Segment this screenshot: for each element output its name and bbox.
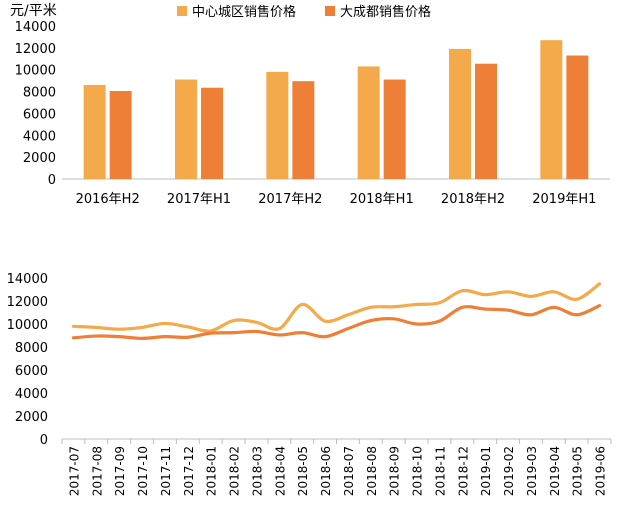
line-x-tick-label: 2018-12 [456, 446, 470, 496]
bar-central [449, 49, 471, 179]
line-y-tick-label: 2000 [15, 410, 48, 425]
bar-y-tick-label: 4000 [23, 129, 56, 144]
bar-y-tick-label: 10000 [15, 64, 56, 79]
line-x-tick-label: 2018-04 [273, 446, 287, 496]
line-x-tick-label: 2018-03 [250, 446, 264, 496]
line-x-tick-label: 2017-10 [136, 446, 150, 496]
bar-central [358, 66, 380, 179]
line-x-tick-label: 2019-01 [479, 446, 493, 496]
line-series-central [73, 284, 599, 331]
line-y-tick-label: 10000 [7, 318, 48, 333]
bar-y-tick-label: 0 [48, 173, 56, 188]
bar-greater [201, 88, 223, 179]
line-x-tick-label: 2019-04 [548, 446, 562, 496]
bar-y-tick-label: 6000 [23, 107, 56, 122]
bar-greater [566, 56, 588, 179]
line-x-tick-label: 2018-02 [228, 446, 242, 496]
line-x-tick-label: 2017-08 [90, 446, 104, 496]
line-x-tick-label: 2017-11 [159, 446, 173, 496]
line-x-tick-label: 2018-08 [365, 446, 379, 496]
unit-label: 元/平米 [10, 3, 57, 19]
legend-swatch-greater [325, 6, 335, 16]
line-x-tick-label: 2018-05 [296, 446, 310, 496]
line-series-greater [73, 306, 599, 339]
line-x-tick-label: 2018-11 [433, 446, 447, 496]
legend-label-central: 中心城区销售价格 [192, 4, 296, 20]
line-x-tick-label: 2018-09 [388, 446, 402, 496]
bar-y-tick-label: 2000 [23, 151, 56, 166]
line-x-tick-label: 2018-07 [342, 446, 356, 496]
legend-swatch-central [177, 6, 187, 16]
line-x-tick-label: 2018-06 [319, 446, 333, 496]
bar-x-tick-label: 2017年H1 [167, 192, 231, 207]
bar-greater [110, 91, 132, 179]
bar-x-tick-label: 2016年H2 [76, 192, 140, 207]
bar-x-tick-label: 2019年H1 [532, 192, 596, 207]
line-y-tick-label: 14000 [7, 272, 48, 287]
legend: 中心城区销售价格 大成都销售价格 [177, 4, 431, 20]
bar-x-tick-label: 2017年H2 [258, 192, 322, 207]
line-y-tick-label: 8000 [15, 341, 48, 356]
line-x-tick-label: 2017-12 [182, 446, 196, 496]
line-chart-lines [73, 284, 599, 339]
line-x-tick-label: 2018-01 [205, 446, 219, 496]
bar-y-tick-label: 8000 [23, 86, 56, 101]
line-y-tick-label: 0 [40, 433, 48, 448]
bar-central [175, 80, 197, 179]
bar-greater [384, 80, 406, 179]
line-x-tick-label: 2019-02 [502, 446, 516, 496]
line-x-tick-label: 2017-09 [113, 446, 127, 496]
bar-central [266, 72, 288, 179]
bar-y-tick-label: 12000 [15, 42, 56, 57]
bar-chart-bars [84, 40, 589, 179]
bar-central [84, 85, 106, 179]
line-y-tick-label: 4000 [15, 387, 48, 402]
bar-x-tick-label: 2018年H1 [350, 192, 414, 207]
line-x-tick-label: 2019-03 [525, 446, 539, 496]
bar-x-tick-label: 2018年H2 [441, 192, 505, 207]
line-x-tick-label: 2019-05 [571, 446, 585, 496]
bar-central [540, 40, 562, 179]
line-y-tick-label: 12000 [7, 295, 48, 310]
line-x-tick-label: 2019-06 [594, 446, 608, 496]
bar-greater [292, 81, 314, 179]
line-y-tick-label: 6000 [15, 364, 48, 379]
legend-label-greater: 大成都销售价格 [340, 4, 431, 20]
bar-greater [475, 64, 497, 179]
line-x-tick-label: 2017-07 [67, 446, 81, 496]
line-x-tick-label: 2018-10 [411, 446, 425, 496]
bar-y-tick-label: 14000 [15, 20, 56, 35]
